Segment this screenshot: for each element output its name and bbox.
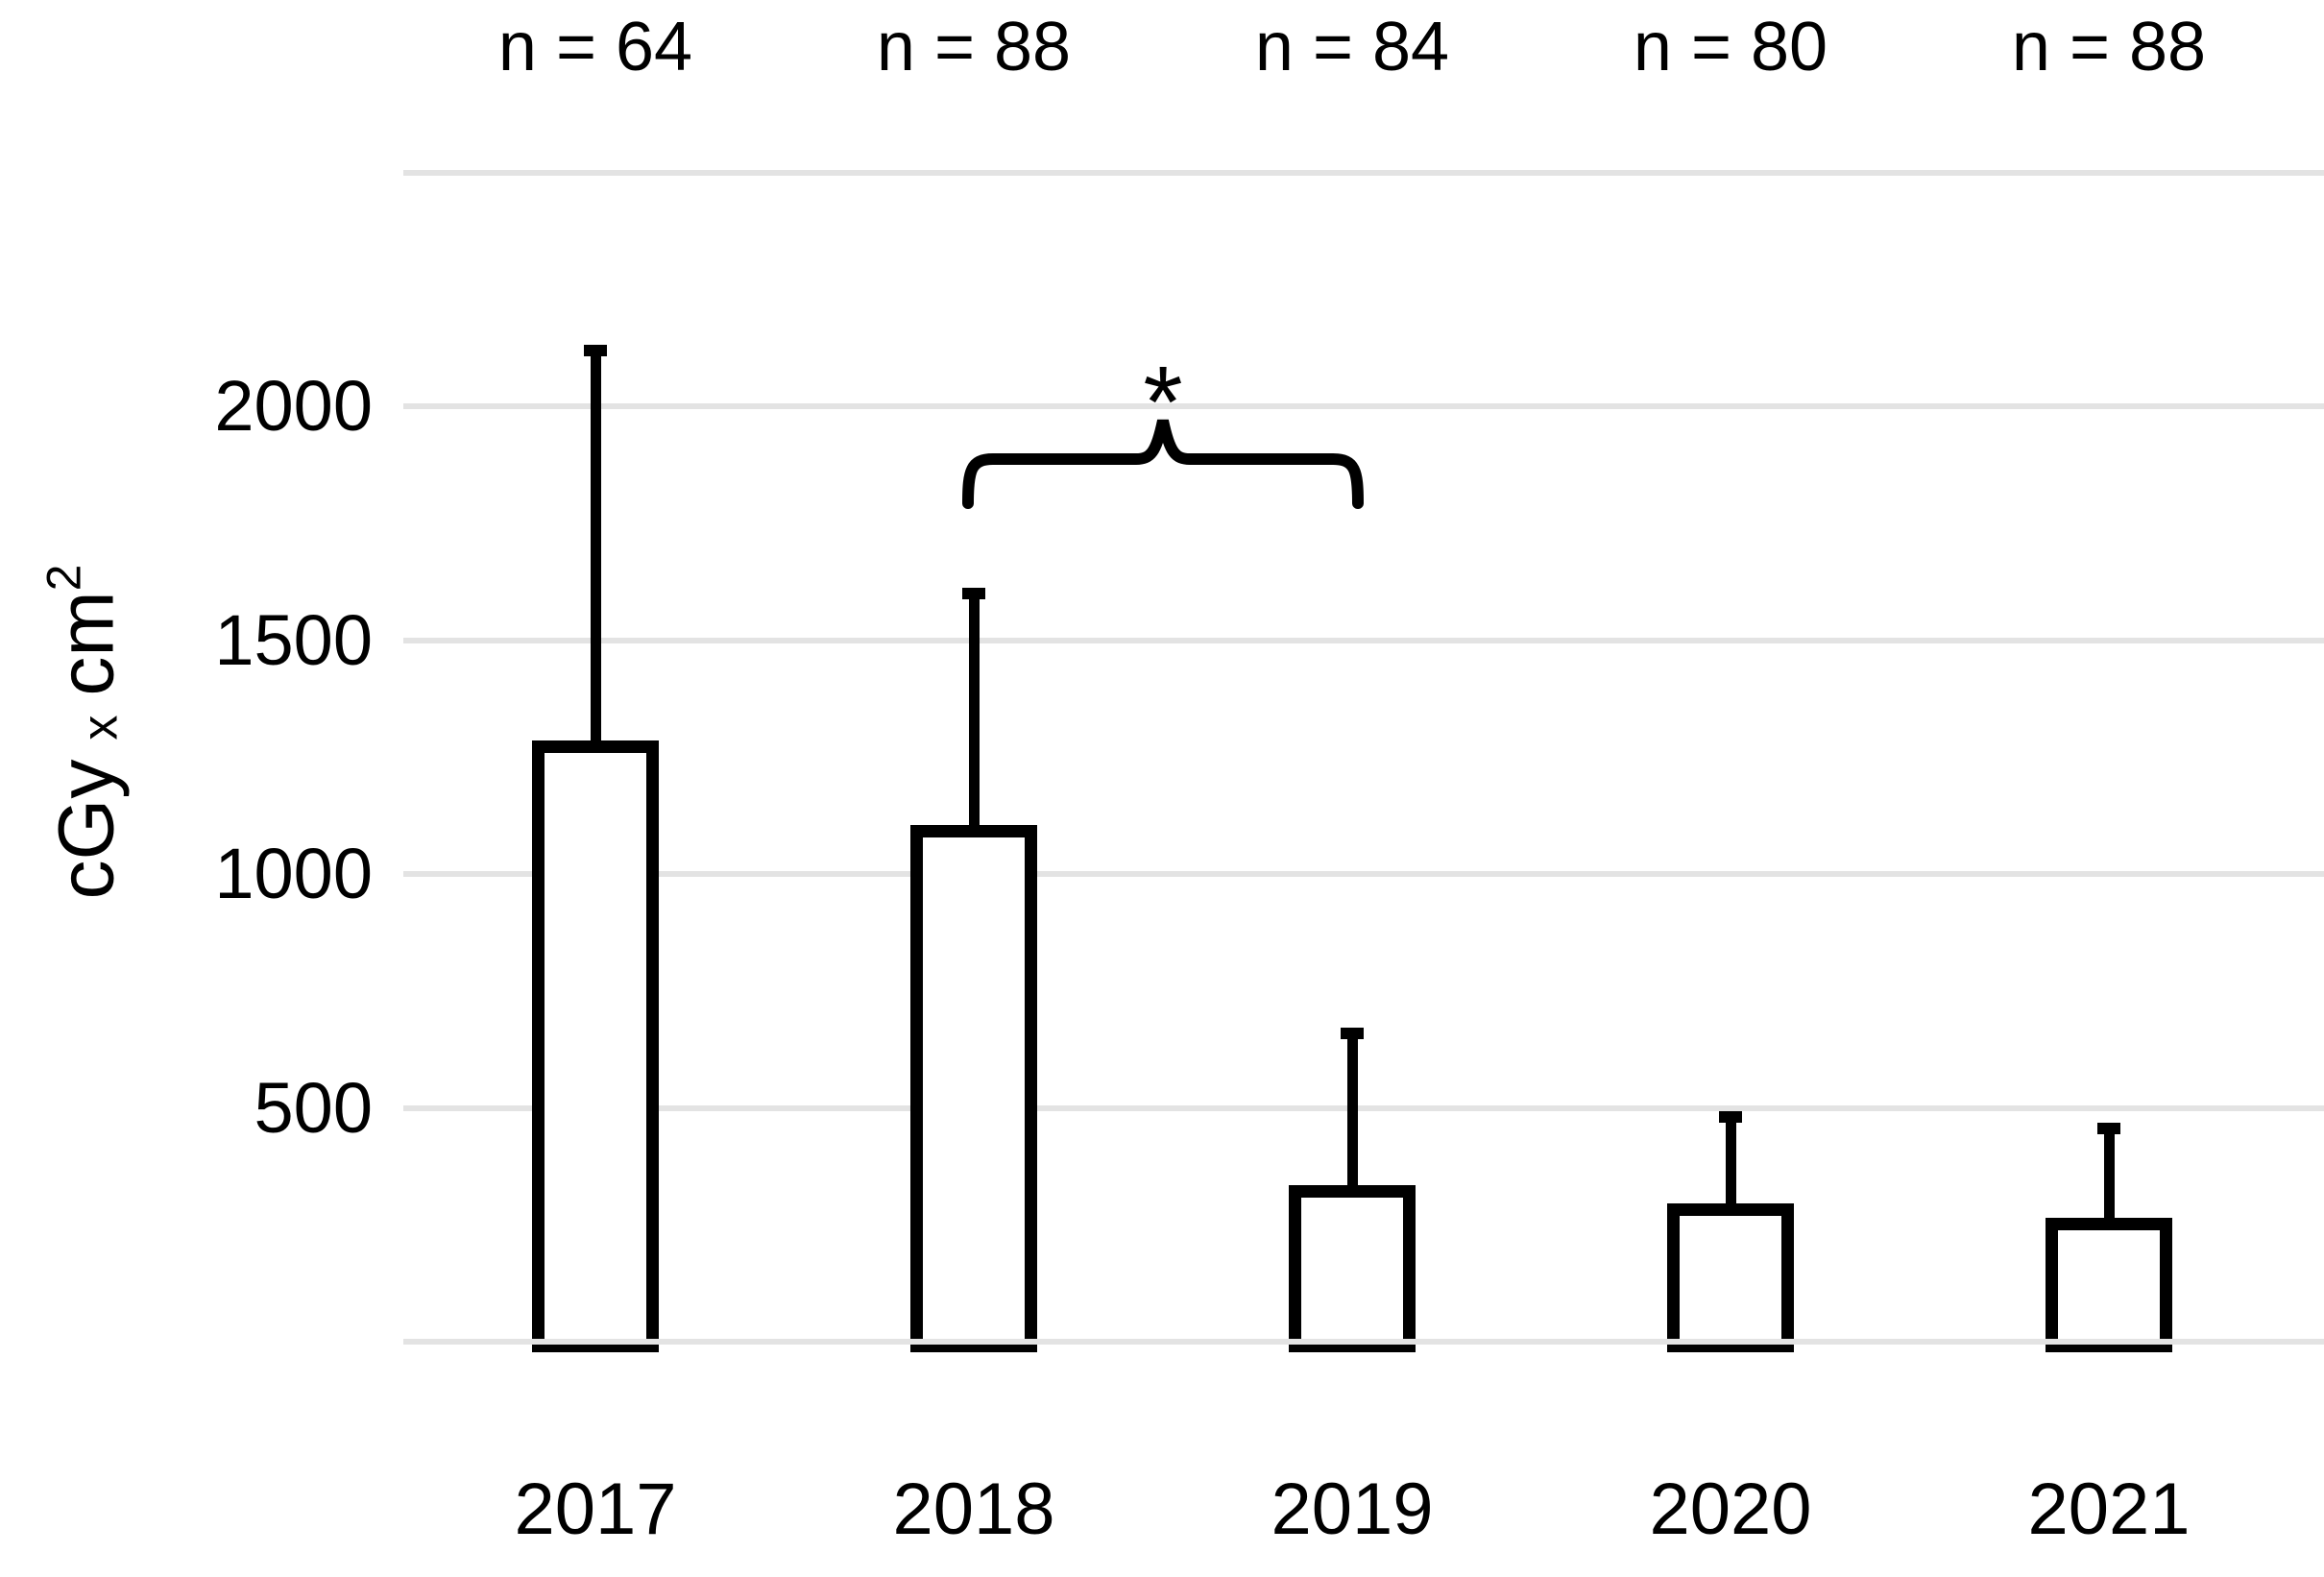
x-tick-label-2020: 2020	[1649, 1468, 1812, 1550]
error-bar-cap-2019	[1341, 1027, 1364, 1039]
error-bar-line-2020	[1725, 1117, 1736, 1204]
x-tick-label-2017: 2017	[514, 1468, 677, 1550]
y-tick-label-1000: 1000	[214, 834, 373, 913]
y-tick-label-500: 500	[254, 1067, 373, 1148]
gridline-500	[403, 1104, 2324, 1111]
error-bar-cap-2017	[584, 344, 607, 356]
y-tick-label-2000: 2000	[214, 366, 373, 446]
gridline-1500	[403, 637, 2324, 643]
n-label-2020: n = 80	[1633, 9, 1828, 85]
y-axis-unit: cm	[42, 591, 131, 696]
n-label-2021: n = 88	[2011, 9, 2207, 85]
bar-2019	[1289, 1184, 1416, 1352]
y-axis-title-box: cGy x cm2	[0, 444, 163, 1020]
x-tick-label-2021: 2021	[2027, 1468, 2191, 1550]
y-tick-label-1500: 1500	[214, 599, 373, 680]
y-axis-unit-prefix: cGy	[42, 759, 131, 900]
error-bar-cap-2020	[1719, 1111, 1742, 1124]
x-tick-label-2018: 2018	[892, 1468, 1055, 1550]
error-bar-line-2021	[2103, 1128, 2115, 1218]
n-label-2019: n = 84	[1254, 9, 1450, 85]
bar-2017	[532, 740, 659, 1352]
error-bar-line-2017	[590, 350, 601, 741]
error-bar-line-2019	[1346, 1032, 1358, 1185]
significance-asterisk: *	[1143, 346, 1183, 459]
x-tick-label-2019: 2019	[1271, 1468, 1434, 1550]
y-axis-multiply-sign: x	[72, 715, 129, 740]
error-bar-line-2018	[968, 593, 980, 825]
bar-2021	[2046, 1217, 2172, 1352]
bar-2020	[1667, 1203, 1794, 1352]
baseline-gridline-overlay-line	[403, 1339, 2324, 1345]
n-label-2018: n = 88	[876, 9, 1072, 85]
n-label-2017: n = 64	[497, 9, 693, 85]
error-bar-cap-2018	[962, 587, 985, 599]
y-axis-unit-exponent: 2	[36, 564, 91, 592]
y-axis-title: cGy x cm2	[24, 565, 139, 900]
gridline-2500	[403, 169, 2324, 176]
gridline-1000	[403, 871, 2324, 877]
bar-2018	[910, 824, 1037, 1352]
gridline-2000	[403, 403, 2324, 409]
error-bar-cap-2021	[2097, 1123, 2120, 1135]
